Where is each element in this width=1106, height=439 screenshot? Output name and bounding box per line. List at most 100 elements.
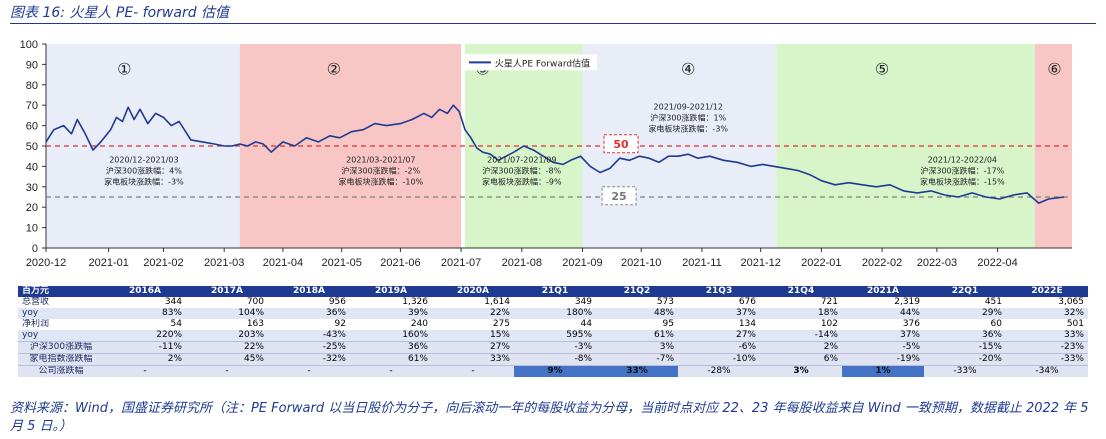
table-cell: -33% — [1006, 353, 1088, 366]
table-cell: 22% — [432, 308, 514, 319]
period-marker: ⑤ — [875, 60, 889, 79]
period-band — [46, 44, 240, 248]
table-column-header: 21Q3 — [678, 286, 760, 297]
table-cell: 344 — [164, 297, 182, 307]
table-cell: - — [350, 365, 432, 377]
table-cell: 36% — [924, 330, 1006, 342]
table-cell: 2,319 — [894, 297, 920, 307]
table-cell: 27% — [432, 341, 514, 354]
table-column-header: 2022E — [1006, 286, 1088, 297]
financial-table-wrap: 百万元 2016A 2017A 2018A 2019A 2020A 21Q1 21Q2 21Q3… — [18, 286, 1088, 377]
row-label: yoy — [18, 308, 104, 319]
table-cell: 22% — [186, 341, 268, 354]
table-row: 沪深300涨跌幅 -11% 22% -25% 36% 27% -3% 3% -6% 2% -5% -1… — [18, 341, 1088, 354]
y-tick-label: 20 — [26, 202, 38, 214]
row-label: yoy — [18, 330, 104, 342]
source-note: 资料来源：Wind，国盛证券研究所（注：PE Forward 以当日股价为分子，… — [10, 401, 1089, 434]
period-marker: ④ — [681, 60, 695, 79]
table-column-header: 21Q2 — [596, 286, 678, 297]
table-cell: 3% — [596, 341, 678, 354]
table-cell: 95 — [662, 319, 674, 329]
table-cell: 9% — [514, 365, 596, 377]
table-cell: 163 — [246, 319, 264, 329]
table-cell: -3% — [514, 341, 596, 354]
table-cell: 37% — [678, 308, 760, 319]
period-sector: 家电板块涨跌幅：-3% — [104, 176, 184, 186]
y-tick-label: 100 — [20, 39, 38, 51]
table-cell: 33% — [432, 353, 514, 366]
table-column-header: 21Q4 — [760, 286, 842, 297]
table-cell: 83% — [104, 308, 186, 319]
row-label: 沪深300涨跌幅 — [18, 341, 104, 354]
table-cell: 32% — [1006, 308, 1088, 319]
table-row: 家电指数涨跌幅 2% 45% -32% 61% 33% -8% -7% -10% 6% -19% -2… — [18, 353, 1088, 366]
table-header-row: 百万元 2016A 2017A 2018A 2019A 2020A 21Q1 21Q2 21Q3… — [18, 286, 1088, 297]
table-body: 总营收 344 700 956 1,326 1,614 349 573 676 721 2,319 4… — [18, 297, 1088, 377]
table-cell: -7% — [596, 353, 678, 366]
table-cell: 349 — [574, 297, 592, 307]
x-tick-label: 2021-02 — [143, 257, 183, 269]
table-cell: -28% — [678, 365, 760, 377]
x-tick-label: 2021-05 — [321, 257, 361, 269]
table-cell: 1,614 — [484, 297, 510, 307]
table-cell: -10% — [678, 353, 760, 366]
period-hs300: 沪深300涨跌幅：1% — [650, 112, 726, 122]
period-sector: 家电板块涨跌幅：-3% — [648, 123, 728, 133]
table-cell: -14% — [760, 330, 842, 342]
period-marker: ⑥ — [1047, 60, 1061, 79]
table-row: 总营收 344 700 956 1,326 1,614 349 573 676 721 2,319 4… — [18, 297, 1088, 308]
table-cell: -15% — [924, 341, 1006, 354]
ref50-label-box — [603, 134, 639, 154]
x-tick-label: 2021-11 — [682, 257, 722, 269]
y-tick-label: 80 — [26, 80, 38, 92]
ref25-label: 25 — [611, 190, 626, 203]
table-cell: 275 — [492, 319, 510, 329]
period-sector: 家电板块涨跌幅：-15% — [920, 176, 1005, 186]
table-column-header: 21Q1 — [514, 286, 596, 297]
table-cell: 44 — [580, 319, 592, 329]
period-hs300: 沪深300涨跌幅：-2% — [341, 165, 420, 175]
table-cell: 45% — [186, 353, 268, 366]
table-cell: 180% — [514, 308, 596, 319]
table-cell: 376 — [902, 319, 920, 329]
table-cell: 3,065 — [1058, 297, 1084, 307]
table-cell: 1% — [842, 365, 924, 377]
table-cell: -43% — [268, 330, 350, 342]
table-cell: - — [186, 365, 268, 377]
table-cell: 6% — [760, 353, 842, 366]
x-tick-label: 2021-08 — [502, 257, 542, 269]
table-row: yoy 83% 104% 36% 39% 22% 180% 48% 37% 18% 44% 29% 32… — [18, 308, 1088, 319]
table-cell: -5% — [842, 341, 924, 354]
table-cell: 15% — [432, 330, 514, 342]
row-label: 总营收 — [22, 297, 50, 307]
table-cell: - — [432, 365, 514, 377]
table-cell: 36% — [268, 308, 350, 319]
table-row: 公司涨跌幅 - - - - -9% 33% -28% 3% 1% -33% -34% — [18, 365, 1088, 377]
table-cell: 60 — [990, 319, 1002, 329]
table-cell: 2% — [104, 353, 186, 366]
table-cell: 54 — [170, 319, 182, 329]
table-cell: 104% — [186, 308, 268, 319]
table-cell: -19% — [842, 353, 924, 366]
table-cell: 220% — [104, 330, 186, 342]
period-marker: ② — [327, 60, 341, 79]
table-cell: 33% — [596, 365, 678, 377]
table-column-header: 2021A — [842, 286, 924, 297]
period-hs300: 沪深300涨跌幅：4% — [106, 165, 182, 175]
table-cell: -34% — [1006, 365, 1088, 377]
table-cell: -6% — [678, 341, 760, 354]
period-title: 2021/09-2021/12 — [654, 102, 723, 111]
y-tick-label: 30 — [26, 182, 38, 194]
table-cell: -8% — [514, 353, 596, 366]
x-tick-label: 2021-10 — [621, 257, 661, 269]
table-cell: 18% — [760, 308, 842, 319]
table-cell: -33% — [924, 365, 1006, 377]
table-cell: - — [268, 365, 350, 377]
y-tick-label: 40 — [26, 161, 38, 173]
table-cell: 451 — [984, 297, 1002, 307]
table-cell: 39% — [350, 308, 432, 319]
figure-title: 图表 16: 火星人 PE- forward 估值 — [10, 5, 230, 21]
table-cell: 48% — [596, 308, 678, 319]
ref50-label: 50 — [613, 138, 629, 151]
series-line — [45, 104, 1065, 204]
